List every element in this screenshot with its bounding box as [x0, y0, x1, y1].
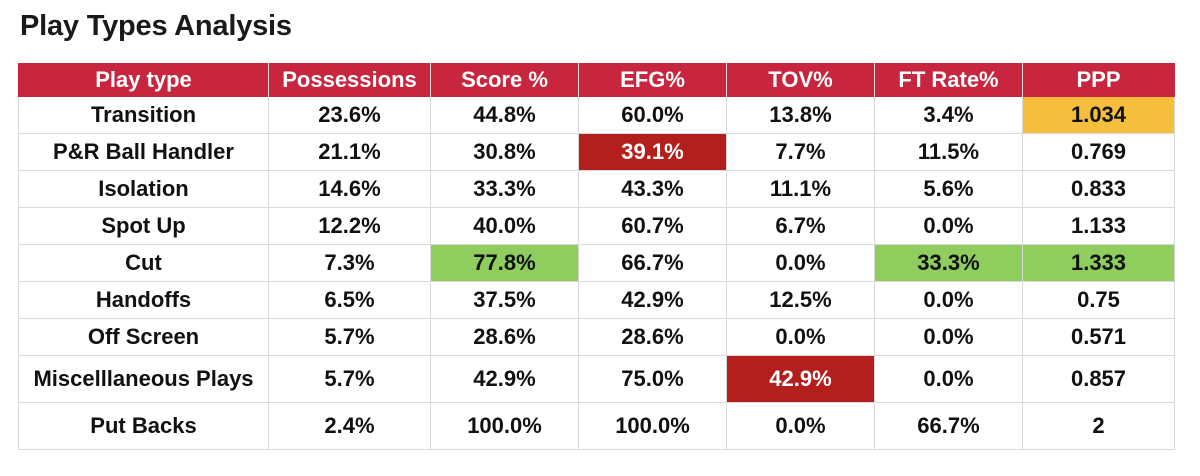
cell-play-type: Isolation: [18, 170, 269, 208]
cell-play-type: P&R Ball Handler: [18, 133, 269, 171]
cell-ft-rate-pct: 0.0%: [874, 281, 1023, 319]
cell-score-pct: 100.0%: [430, 402, 579, 450]
cell-possessions: 5.7%: [268, 355, 431, 403]
cell-score-pct: 33.3%: [430, 170, 579, 208]
cell-possessions: 2.4%: [268, 402, 431, 450]
cell-play-type: Miscelllaneous Plays: [18, 355, 269, 403]
cell-tov-pct: 0.0%: [726, 244, 875, 282]
cell-play-type: Spot Up: [18, 207, 269, 245]
cell-ft-rate-pct: 66.7%: [874, 402, 1023, 450]
cell-ppp: 0.769: [1022, 133, 1175, 171]
cell-play-type: Off Screen: [18, 318, 269, 356]
cell-tov-pct: 7.7%: [726, 133, 875, 171]
cell-play-type: Transition: [18, 97, 269, 134]
cell-efg-pct: 39.1%: [578, 133, 727, 171]
cell-efg-pct: 100.0%: [578, 402, 727, 450]
cell-possessions: 12.2%: [268, 207, 431, 245]
cell-efg-pct: 42.9%: [578, 281, 727, 319]
cell-possessions: 21.1%: [268, 133, 431, 171]
cell-ppp: 0.833: [1022, 170, 1175, 208]
cell-tov-pct: 13.8%: [726, 97, 875, 134]
cell-ppp: 1.034: [1022, 97, 1175, 134]
cell-tov-pct: 0.0%: [726, 318, 875, 356]
cell-possessions: 14.6%: [268, 170, 431, 208]
cell-score-pct: 44.8%: [430, 97, 579, 134]
cell-efg-pct: 60.7%: [578, 207, 727, 245]
cell-ft-rate-pct: 0.0%: [874, 355, 1023, 403]
cell-play-type: Cut: [18, 244, 269, 282]
cell-score-pct: 40.0%: [430, 207, 579, 245]
cell-efg-pct: 43.3%: [578, 170, 727, 208]
play-types-table: Play type Possessions Score % EFG% TOV% …: [18, 63, 1175, 450]
table-row: Handoffs 6.5% 37.5% 42.9% 12.5% 0.0% 0.7…: [18, 281, 1175, 319]
cell-ppp: 0.857: [1022, 355, 1175, 403]
table-row: Transition 23.6% 44.8% 60.0% 13.8% 3.4% …: [18, 97, 1175, 134]
table-row: Spot Up 12.2% 40.0% 60.7% 6.7% 0.0% 1.13…: [18, 207, 1175, 245]
cell-tov-pct: 12.5%: [726, 281, 875, 319]
cell-efg-pct: 75.0%: [578, 355, 727, 403]
cell-ppp: 2: [1022, 402, 1175, 450]
cell-ft-rate-pct: 0.0%: [874, 207, 1023, 245]
cell-tov-pct: 11.1%: [726, 170, 875, 208]
cell-ft-rate-pct: 5.6%: [874, 170, 1023, 208]
table-row: P&R Ball Handler 21.1% 30.8% 39.1% 7.7% …: [18, 133, 1175, 171]
cell-play-type: Handoffs: [18, 281, 269, 319]
cell-ft-rate-pct: 3.4%: [874, 97, 1023, 134]
cell-tov-pct: 6.7%: [726, 207, 875, 245]
cell-efg-pct: 66.7%: [578, 244, 727, 282]
cell-ft-rate-pct: 33.3%: [874, 244, 1023, 282]
cell-possessions: 7.3%: [268, 244, 431, 282]
table-row: Off Screen 5.7% 28.6% 28.6% 0.0% 0.0% 0.…: [18, 318, 1175, 356]
cell-ppp: 0.571: [1022, 318, 1175, 356]
column-header-tov-pct: TOV%: [726, 63, 875, 97]
table-row: Isolation 14.6% 33.3% 43.3% 11.1% 5.6% 0…: [18, 170, 1175, 208]
cell-score-pct: 30.8%: [430, 133, 579, 171]
cell-tov-pct: 0.0%: [726, 402, 875, 450]
cell-play-type: Put Backs: [18, 402, 269, 450]
table-row: Put Backs 2.4% 100.0% 100.0% 0.0% 66.7% …: [18, 402, 1175, 450]
page-title: Play Types Analysis: [20, 10, 292, 42]
cell-ft-rate-pct: 11.5%: [874, 133, 1023, 171]
cell-possessions: 6.5%: [268, 281, 431, 319]
column-header-efg-pct: EFG%: [578, 63, 727, 97]
column-header-ft-rate-pct: FT Rate%: [874, 63, 1023, 97]
cell-ppp: 0.75: [1022, 281, 1175, 319]
cell-score-pct: 42.9%: [430, 355, 579, 403]
cell-score-pct: 77.8%: [430, 244, 579, 282]
table-row: Miscelllaneous Plays 5.7% 42.9% 75.0% 42…: [18, 355, 1175, 403]
cell-score-pct: 28.6%: [430, 318, 579, 356]
cell-possessions: 23.6%: [268, 97, 431, 134]
column-header-possessions: Possessions: [268, 63, 431, 97]
cell-efg-pct: 28.6%: [578, 318, 727, 356]
column-header-play-type: Play type: [18, 63, 269, 97]
cell-efg-pct: 60.0%: [578, 97, 727, 134]
cell-possessions: 5.7%: [268, 318, 431, 356]
cell-ppp: 1.333: [1022, 244, 1175, 282]
cell-ft-rate-pct: 0.0%: [874, 318, 1023, 356]
cell-score-pct: 37.5%: [430, 281, 579, 319]
header-row: Play type Possessions Score % EFG% TOV% …: [18, 63, 1175, 97]
cell-ppp: 1.133: [1022, 207, 1175, 245]
table-row: Cut 7.3% 77.8% 66.7% 0.0% 33.3% 1.333: [18, 244, 1175, 282]
column-header-score-pct: Score %: [430, 63, 579, 97]
cell-tov-pct: 42.9%: [726, 355, 875, 403]
column-header-ppp: PPP: [1022, 63, 1175, 97]
